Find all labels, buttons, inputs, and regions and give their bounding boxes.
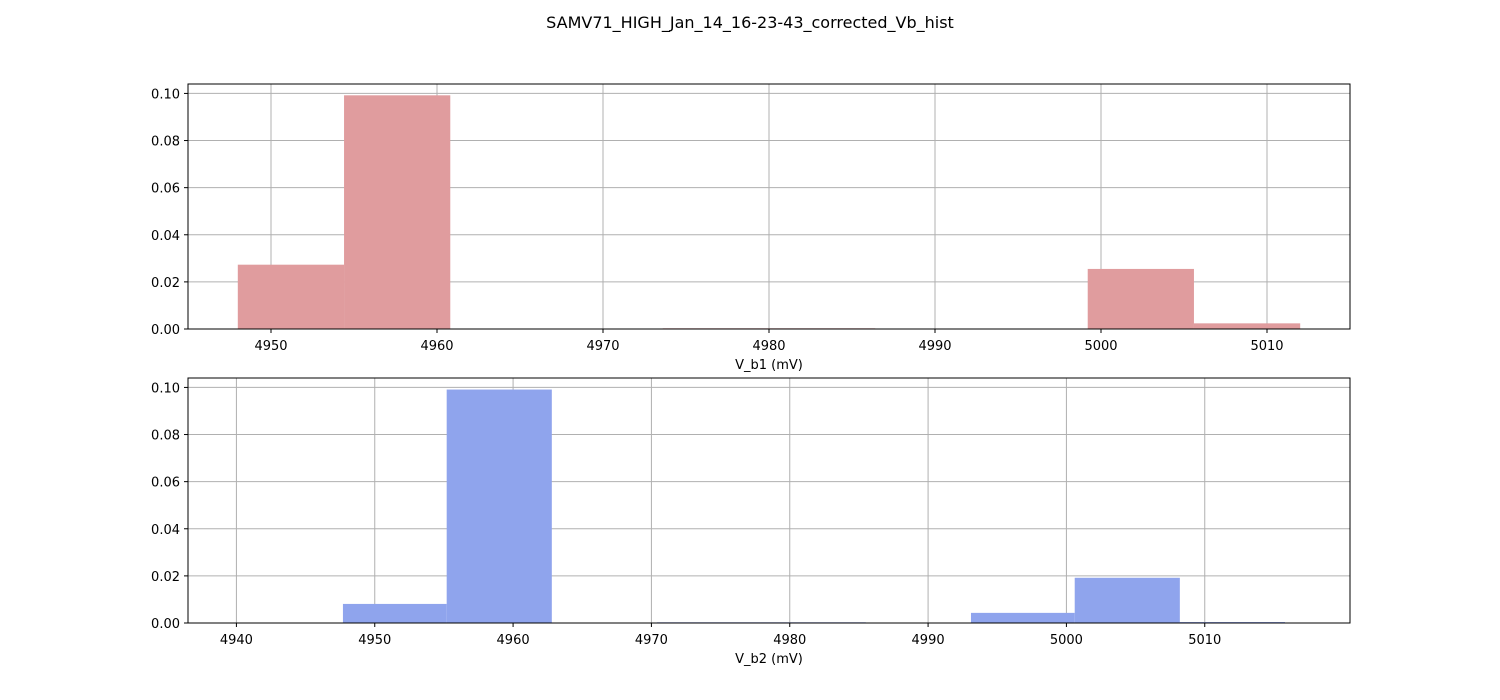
y-tick-label: 0.00 xyxy=(151,617,180,632)
x-tick-label: 4980 xyxy=(752,339,785,354)
y-tick-label: 0.02 xyxy=(151,276,180,291)
histogram-bar-vb2-8 xyxy=(1074,577,1180,623)
histogram-vb2-axes: 4940 4950 4960 4970 4980 4990 5000 5010 0.00 0.02… xyxy=(151,377,1351,667)
x-tick-label: 5000 xyxy=(1084,339,1117,354)
histogram-bar-vb1-9 xyxy=(1193,323,1301,329)
histogram-bar-vb2-2 xyxy=(446,389,552,623)
x-tick-label: 4950 xyxy=(254,339,287,354)
axes-frame xyxy=(187,377,1351,624)
y-tick-label: 0.10 xyxy=(151,87,180,102)
histogram-bar-vb1-1 xyxy=(344,95,451,329)
y-tick-label: 0.10 xyxy=(151,381,180,396)
histogram-bar-vb2-7 xyxy=(970,612,1075,623)
y-tick-label: 0.04 xyxy=(151,523,180,538)
histogram-vb1-axes: 4950 4960 4970 4980 4990 5000 5010 0.00 0.02 0.04… xyxy=(151,83,1351,373)
x-tick-label: 4950 xyxy=(358,633,391,648)
y-tick-label: 0.02 xyxy=(151,570,180,585)
x-tick-label: 4990 xyxy=(912,633,945,648)
y-tick-label: 0.08 xyxy=(151,429,180,444)
y-tick-label: 0.00 xyxy=(151,323,180,338)
figure-title: SAMV71_HIGH_Jan_14_16-23-43_corrected_Vb… xyxy=(546,13,954,33)
x-tick-label: 5010 xyxy=(1188,633,1221,648)
x-tick-label: 4960 xyxy=(420,339,453,354)
histogram-bar-vb1-8 xyxy=(1087,268,1194,329)
x-axis-label: V_b1 (mV) xyxy=(735,358,803,373)
histogram-bar-vb1-0 xyxy=(237,264,345,329)
x-tick-label: 4970 xyxy=(635,633,668,648)
x-tick-label: 4970 xyxy=(586,339,619,354)
x-tick-label: 4980 xyxy=(773,633,806,648)
y-tick-label: 0.04 xyxy=(151,229,180,244)
x-tick-label: 4940 xyxy=(220,633,253,648)
y-tick-label: 0.06 xyxy=(151,476,180,491)
x-axis-label: V_b2 (mV) xyxy=(735,652,803,667)
x-tick-label: 5000 xyxy=(1050,633,1083,648)
y-tick-label: 0.08 xyxy=(151,135,180,150)
x-tick-label: 4990 xyxy=(918,339,951,354)
x-tick-label: 4960 xyxy=(497,633,530,648)
y-tick-label: 0.06 xyxy=(151,182,180,197)
histogram-bar-vb2-1 xyxy=(342,603,447,623)
x-tick-label: 5010 xyxy=(1250,339,1283,354)
